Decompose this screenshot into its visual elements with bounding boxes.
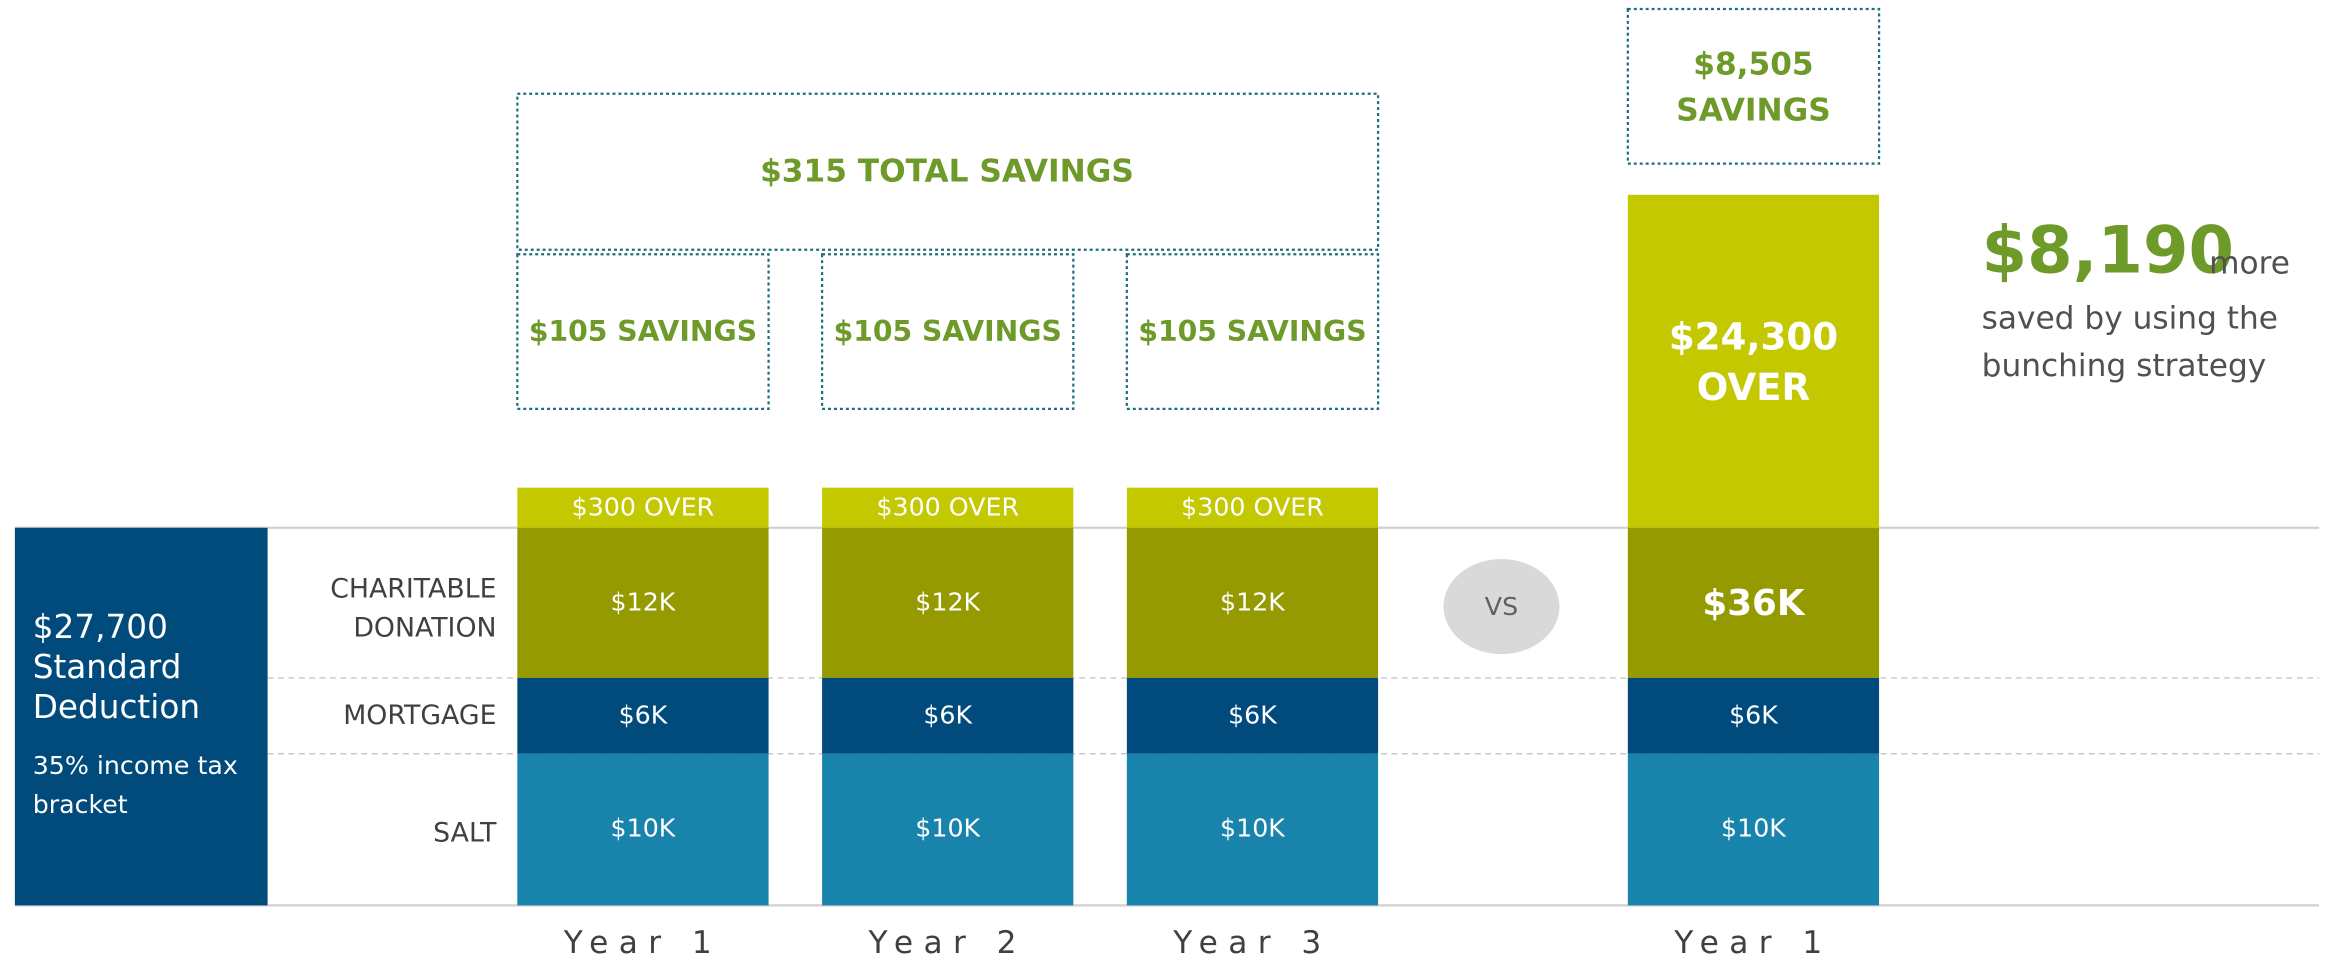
row-label: CHARITABLE [330, 574, 496, 605]
summary-amount: $8,190 [1982, 212, 2234, 288]
salt-segment [822, 753, 1074, 906]
total-savings-box [516, 92, 1380, 251]
over-label: $24,300 [1669, 315, 1838, 358]
year-label: Year 1 [1673, 925, 1832, 960]
savings-label: SAVINGS [1676, 93, 1830, 129]
salt-segment [1126, 753, 1379, 906]
savings-label: $8,505 [1693, 46, 1813, 82]
charitable-segment [1126, 527, 1379, 678]
salt-segment [1627, 753, 1880, 906]
over-label: OVER [1697, 366, 1810, 409]
summary-text: more [2209, 246, 2290, 282]
vs-label: VS [1485, 592, 1518, 621]
over-segment [517, 487, 769, 528]
salt-segment [517, 753, 769, 906]
mortgage-segment [1126, 677, 1379, 754]
mortgage-segment [517, 677, 769, 754]
summary-text: bunching strategy [1982, 348, 2267, 384]
bracket-label: bracket [33, 790, 128, 819]
savings-label: $105 SAVINGS [1138, 315, 1366, 348]
charitable-label: $12K [1220, 588, 1286, 617]
over-label: $300 OVER [876, 492, 1019, 521]
over-segment [1627, 194, 1880, 528]
savings-label: $105 SAVINGS [834, 315, 1062, 348]
total-savings: $315 TOTAL SAVINGS [760, 153, 1134, 189]
summary-text: saved by using the [1982, 301, 2278, 337]
row-label: MORTGAGE [343, 700, 496, 731]
mortgage-segment [1627, 677, 1880, 754]
over-label: $300 OVER [572, 492, 715, 521]
charitable-label: $36K [1702, 583, 1805, 624]
mortgage-segment [822, 677, 1074, 754]
charitable-segment [822, 527, 1074, 678]
deduction-amount: $27,700 [33, 608, 168, 646]
salt-label: $10K [1220, 814, 1286, 843]
year-label: Year 2 [868, 925, 1027, 960]
charitable-label: $12K [611, 588, 677, 617]
over-segment [822, 487, 1074, 528]
savings-box [1626, 7, 1881, 165]
year-label: Year 1 [563, 925, 722, 960]
salt-label: $10K [1721, 814, 1787, 843]
bracket-label: 35% income tax [33, 751, 238, 780]
vs-badge [1443, 559, 1560, 655]
deduction-label: Deduction [33, 688, 200, 726]
savings-label: $105 SAVINGS [529, 315, 757, 348]
salt-label: $10K [611, 814, 677, 843]
year-label: Year 3 [1172, 925, 1331, 960]
charitable-segment [517, 527, 769, 678]
mortgage-label: $6K [619, 701, 669, 730]
mortgage-label: $6K [1729, 701, 1779, 730]
over-segment [1126, 487, 1379, 528]
deduction-panel [14, 527, 268, 906]
charitable-label: $12K [915, 588, 981, 617]
salt-label: $10K [915, 814, 981, 843]
deduction-label: Standard [33, 648, 182, 686]
charitable-segment [1627, 527, 1880, 678]
row-label: DONATION [353, 612, 496, 643]
row-label: SALT [433, 818, 497, 849]
mortgage-label: $6K [1228, 701, 1278, 730]
mortgage-label: $6K [923, 701, 973, 730]
over-label: $300 OVER [1181, 492, 1324, 521]
